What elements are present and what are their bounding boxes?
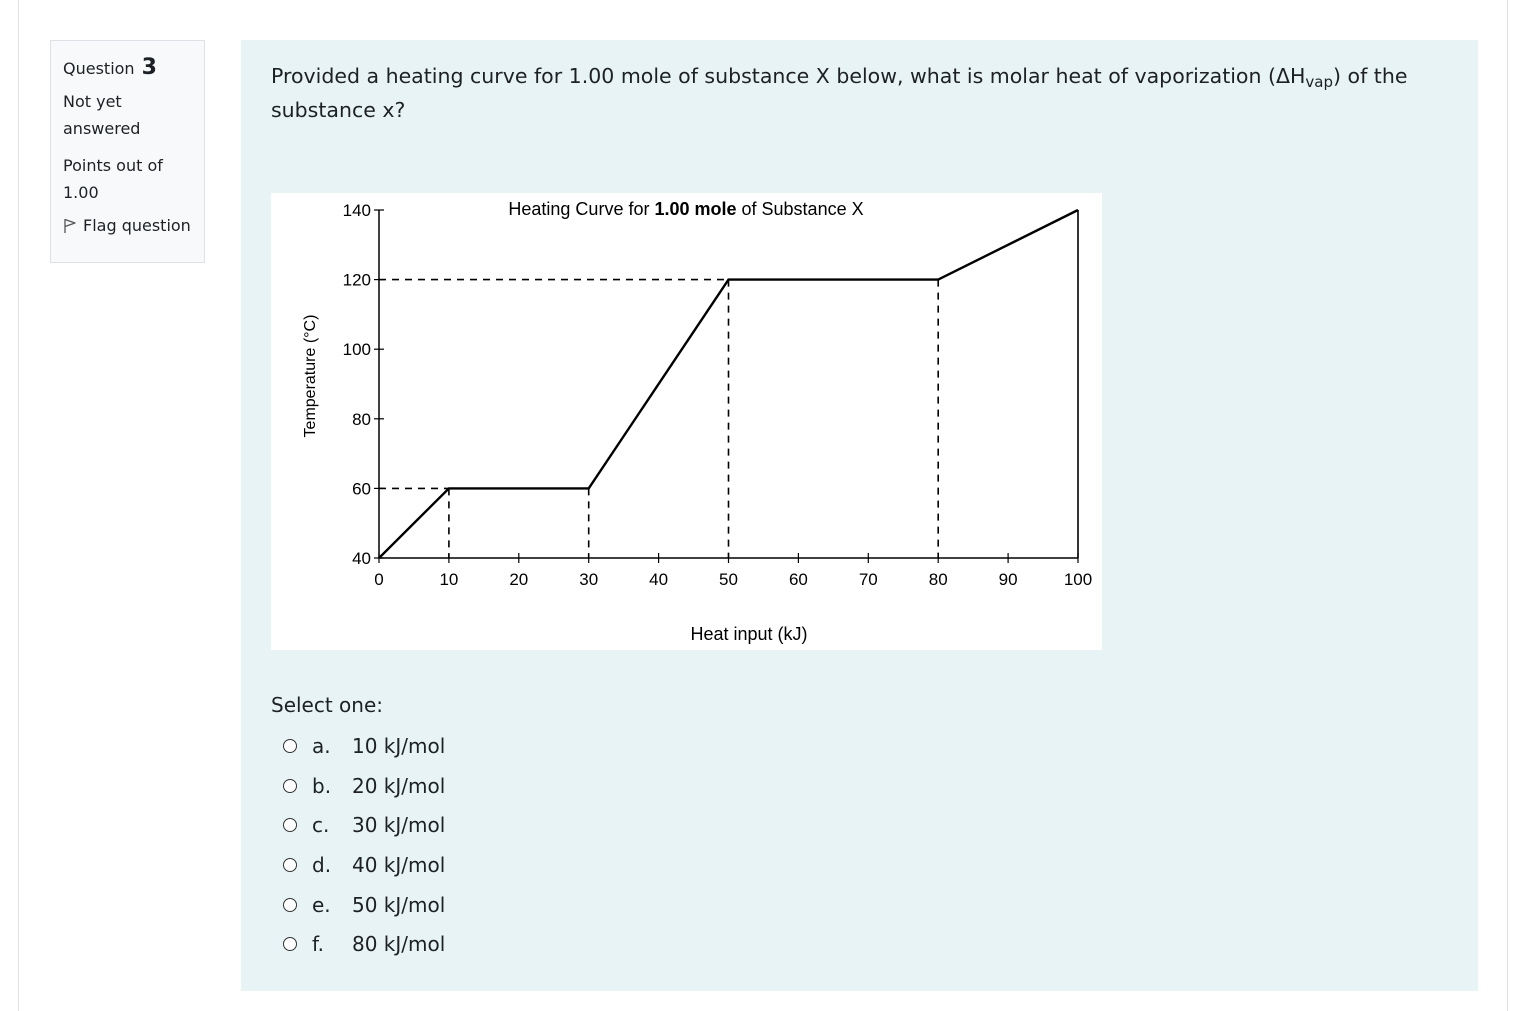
select-one-prompt: Select one: bbox=[271, 693, 384, 717]
x-axis-label: Heat input (kJ) bbox=[690, 624, 807, 644]
x-tick-label: 10 bbox=[439, 570, 458, 589]
option-text: 50 kJ/mol bbox=[352, 892, 446, 917]
radio-button[interactable] bbox=[283, 937, 297, 952]
x-tick-label: 0 bbox=[374, 570, 383, 589]
radio-button[interactable] bbox=[283, 857, 297, 872]
answer-option-e[interactable]: e. 50 kJ/mol bbox=[283, 885, 445, 925]
y-tick-label: 60 bbox=[352, 479, 371, 498]
page-border-left bbox=[18, 0, 19, 1011]
radio-button[interactable] bbox=[283, 897, 297, 912]
x-tick-label: 40 bbox=[649, 570, 668, 589]
flag-question-label: Flag question bbox=[83, 216, 191, 235]
flag-question-button[interactable]: Flag question bbox=[63, 214, 192, 238]
x-tick-label: 90 bbox=[999, 570, 1018, 589]
x-tick-label: 100 bbox=[1064, 570, 1092, 589]
x-tick-label: 20 bbox=[509, 570, 528, 589]
answer-option-b[interactable]: b. 20 kJ/mol bbox=[283, 766, 445, 806]
option-text: 40 kJ/mol bbox=[352, 852, 446, 877]
option-letter: c. bbox=[312, 813, 330, 838]
question-label: Question bbox=[63, 59, 135, 78]
radio-button[interactable] bbox=[283, 818, 297, 833]
answer-option-d[interactable]: d. 40 kJ/mol bbox=[283, 845, 445, 885]
question-text-subscript: vap bbox=[1305, 73, 1334, 91]
x-tick-label: 30 bbox=[579, 570, 598, 589]
option-text: 30 kJ/mol bbox=[352, 813, 446, 838]
option-letter: f. bbox=[312, 932, 324, 957]
option-letter: a. bbox=[312, 733, 331, 758]
x-tick-label: 80 bbox=[929, 570, 948, 589]
chart-title: Heating Curve for 1.00 mole of Substance… bbox=[508, 199, 863, 219]
option-letter: d. bbox=[312, 852, 332, 877]
question-info-panel: Question 3 Not yet answered Points out o… bbox=[50, 40, 205, 263]
y-tick-label: 100 bbox=[343, 340, 371, 359]
heating-curve-line bbox=[378, 208, 1079, 559]
answer-option-a[interactable]: a. 10 kJ/mol bbox=[283, 726, 445, 766]
question-number-value: 3 bbox=[141, 55, 157, 80]
question-content: Provided a heating curve for 1.00 mole o… bbox=[241, 40, 1478, 991]
question-text-end: ) of the substance x? bbox=[271, 64, 1408, 122]
option-letter: b. bbox=[312, 773, 332, 798]
answer-options: a. 10 kJ/mol b. 20 kJ/mol c. 30 kJ/mol d. 40 kJ… bbox=[283, 726, 445, 964]
question-grade: Points out of 1.00 bbox=[63, 156, 163, 202]
question-text-main: Provided a heating curve for 1.00 mole o… bbox=[271, 64, 1306, 88]
y-tick-label: 40 bbox=[352, 549, 371, 568]
y-tick-label: 80 bbox=[352, 410, 371, 429]
answer-option-c[interactable]: c. 30 kJ/mol bbox=[283, 805, 445, 845]
option-text: 80 kJ/mol bbox=[352, 932, 446, 957]
x-tick-label: 50 bbox=[719, 570, 738, 589]
chart-svg: Heating Curve for 1.00 mole of Substance… bbox=[302, 199, 1092, 644]
page-border-right bbox=[1507, 0, 1508, 1011]
option-text: 10 kJ/mol bbox=[352, 733, 446, 758]
question-state: Not yet answered bbox=[63, 92, 141, 138]
answer-option-f[interactable]: f. 80 kJ/mol bbox=[283, 924, 445, 964]
flag-icon bbox=[64, 218, 76, 233]
y-tick-label: 140 bbox=[343, 201, 371, 220]
y-axis-label: Temperature (°C) bbox=[302, 315, 319, 438]
option-letter: e. bbox=[312, 892, 331, 917]
y-tick-label: 120 bbox=[343, 271, 371, 290]
x-tick-label: 60 bbox=[789, 570, 808, 589]
question-text: Provided a heating curve for 1.00 mole o… bbox=[271, 59, 1421, 127]
option-text: 20 kJ/mol bbox=[352, 773, 446, 798]
question-number: Question 3 bbox=[63, 55, 192, 82]
radio-button[interactable] bbox=[283, 738, 297, 753]
radio-button[interactable] bbox=[283, 778, 297, 793]
heating-curve-chart: Heating Curve for 1.00 mole of Substance… bbox=[271, 193, 1102, 650]
x-tick-label: 70 bbox=[859, 570, 878, 589]
